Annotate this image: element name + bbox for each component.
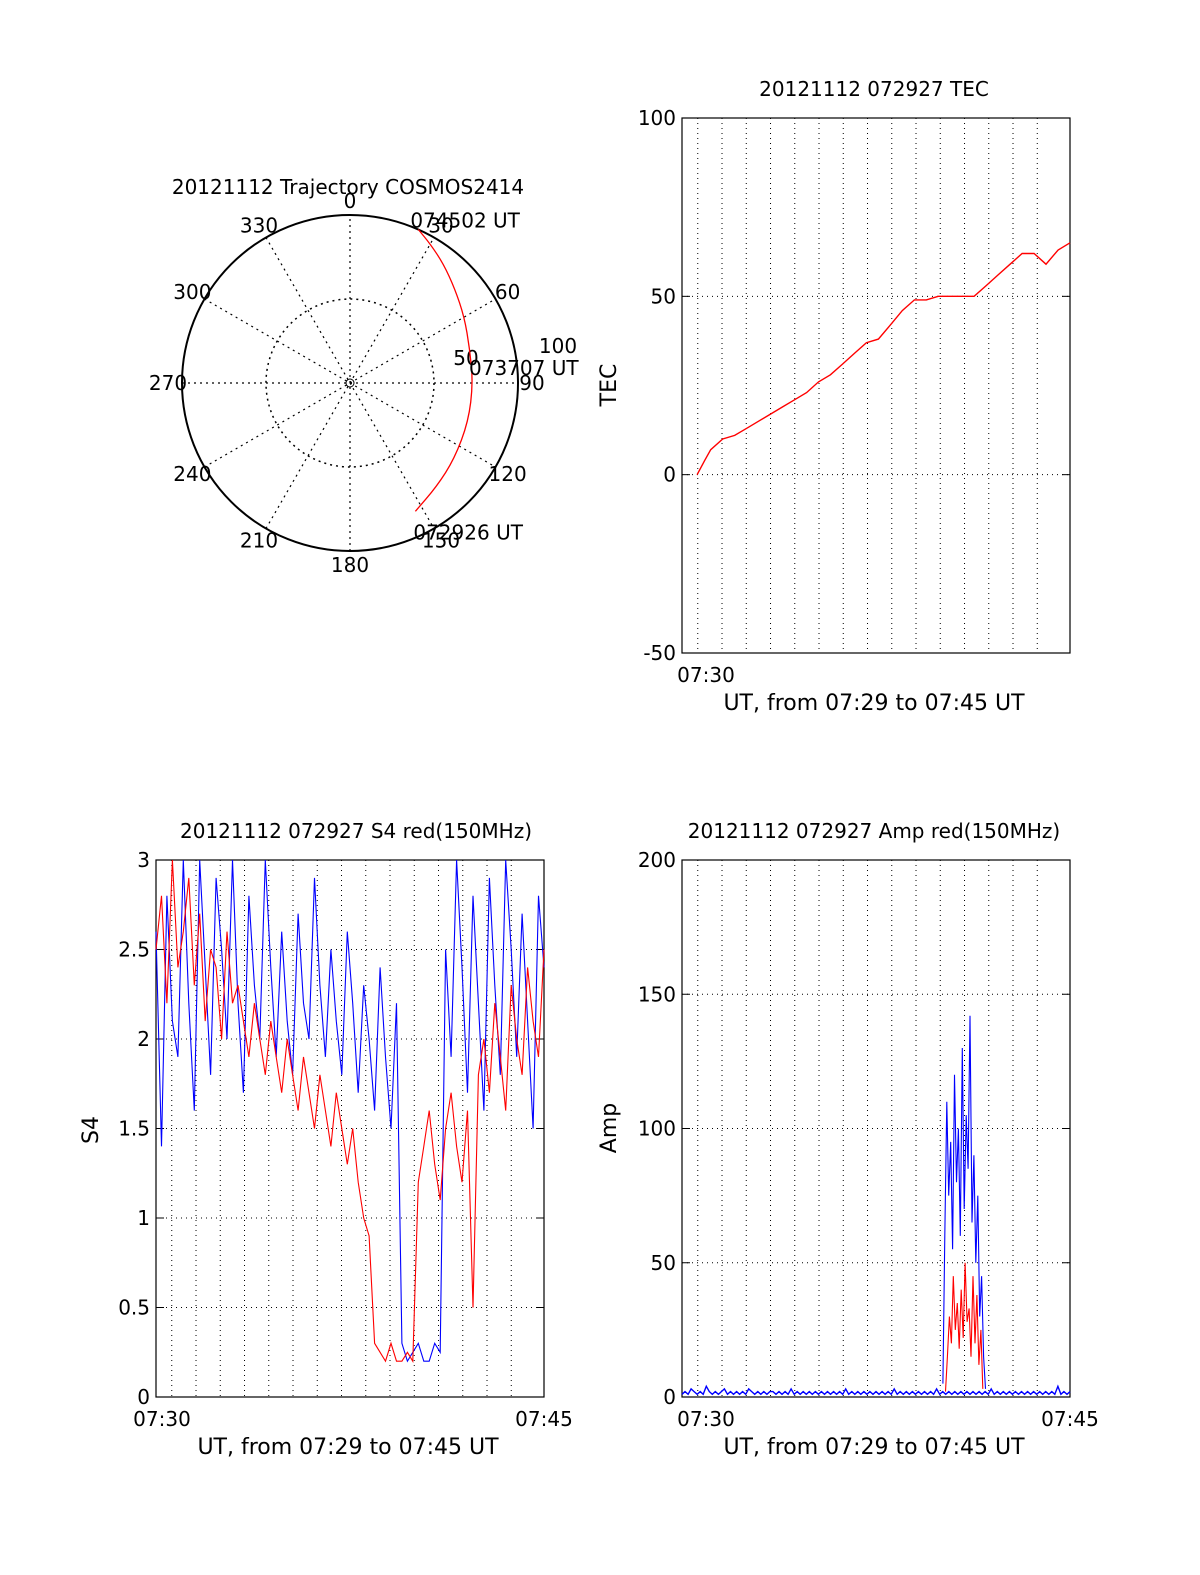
- s4-ytick-label: 2: [137, 1027, 150, 1051]
- polar-azimuth-label: 210: [240, 529, 278, 553]
- polar-azimuth-label: 180: [331, 553, 369, 577]
- amp-xlabel: UT, from 07:29 to 07:45 UT: [723, 1435, 1025, 1460]
- amp-title: 20121112 072927 Amp red(150MHz): [688, 819, 1060, 843]
- amp-series-line: [944, 1262, 984, 1392]
- s4-ylabel: S4: [79, 1116, 104, 1144]
- polar-radial-label: 50: [453, 346, 478, 370]
- s4-ytick-label: 0: [137, 1385, 150, 1409]
- tec-ylabel: TEC: [597, 364, 622, 408]
- tec-ytick-label: -50: [643, 641, 676, 665]
- s4-xtick-label: 07:30: [133, 1407, 191, 1431]
- tec-xtick-label: 07:30: [677, 663, 735, 687]
- s4-ytick-label: 0.5: [118, 1296, 150, 1320]
- polar-azimuth-label: 300: [173, 280, 211, 304]
- s4-plot: 20121112 072927 S4 red(150MHz) UT, from …: [79, 819, 573, 1460]
- tec-ytick-label: 50: [651, 284, 676, 308]
- amp-ytick-label: 150: [638, 982, 676, 1006]
- polar-title: 20121112 Trajectory COSMOS2414: [172, 175, 524, 199]
- amp-ytick-label: 0: [663, 1385, 676, 1409]
- s4-title: 20121112 072927 S4 red(150MHz): [180, 819, 532, 843]
- polar-azimuth-label: 270: [149, 371, 187, 395]
- tec-ytick-label: 0: [663, 463, 676, 487]
- tec-ytick-label: 100: [638, 106, 676, 130]
- amp-series-line: [681, 1384, 1071, 1396]
- s4-series-line: [155, 859, 545, 1364]
- polar-time-annotation: 072926 UT: [413, 520, 523, 544]
- amp-ylabel: Amp: [597, 1103, 622, 1153]
- polar-spoke: [265, 237, 435, 529]
- tec-title: 20121112 072927 TEC: [759, 77, 989, 101]
- s4-xtick-label: 07:45: [515, 1407, 573, 1431]
- tec-plot: 20121112 072927 TEC UT, from 07:29 to 07…: [597, 77, 1071, 716]
- polar-azimuth-label: 240: [173, 462, 211, 486]
- tec-frame: [681, 117, 1071, 654]
- polar-azimuth-label: 0: [344, 189, 357, 213]
- s4-series-line: [155, 859, 545, 1363]
- polar-azimuth-label: 30: [428, 213, 453, 237]
- polar-track-line: [414, 229, 473, 512]
- amp-xtick-label: 07:30: [677, 1407, 735, 1431]
- amp-ytick-label: 100: [638, 1117, 676, 1141]
- s4-ytick-label: 3: [137, 848, 150, 872]
- tec-series-line: [696, 242, 1071, 476]
- polar-azimuth-label: 120: [489, 462, 527, 486]
- amp-ytick-label: 50: [651, 1251, 676, 1275]
- s4-ytick-label: 2.5: [118, 938, 150, 962]
- polar-trajectory-plot: 20121112 Trajectory COSMOS2414 0 30 60 90 12…: [149, 175, 579, 577]
- polar-azimuth-label: 60: [495, 280, 520, 304]
- polar-azimuth-label: 330: [240, 213, 278, 237]
- amp-frame: [681, 859, 1071, 1398]
- amp-xtick-label: 07:45: [1041, 1407, 1099, 1431]
- polar-time-annotation: 073707 UT: [469, 356, 579, 380]
- s4-ytick-label: 1.5: [118, 1117, 150, 1141]
- s4-xlabel: UT, from 07:29 to 07:45 UT: [197, 1435, 499, 1460]
- amp-ytick-label: 200: [638, 848, 676, 872]
- amp-plot: 20121112 072927 Amp red(150MHz) UT, from…: [597, 819, 1099, 1460]
- polar-azimuth-label: 90: [519, 371, 544, 395]
- amp-series-line: [942, 1015, 987, 1389]
- polar-radial-label: 100: [539, 334, 577, 358]
- polar-time-annotation: 074502 UT: [410, 209, 520, 233]
- tec-xlabel: UT, from 07:29 to 07:45 UT: [723, 691, 1025, 716]
- s4-ytick-label: 1: [137, 1206, 150, 1230]
- polar-azimuth-label: 150: [422, 529, 460, 553]
